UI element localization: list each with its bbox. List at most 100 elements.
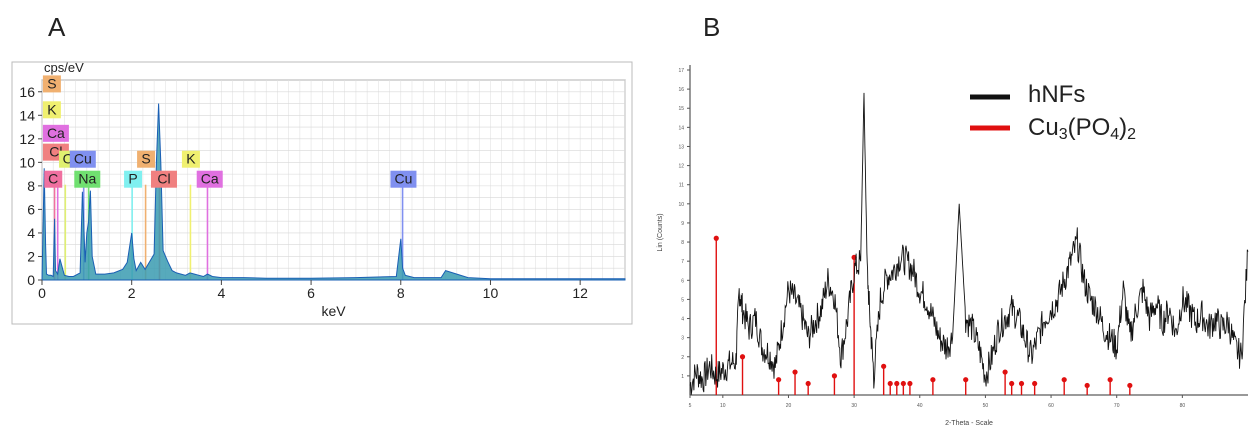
eds-y-tick-label: 12 — [19, 131, 35, 147]
xrd-x-tick-label: 40 — [917, 403, 923, 409]
xrd-legend-label-cu3po42: Cu3(PO4)2 — [1028, 114, 1136, 143]
xrd-x-tick-label: 60 — [1048, 403, 1054, 409]
xrd-reference-peak-marker — [1009, 380, 1015, 387]
eds-element-label: Ca — [201, 171, 219, 187]
xrd-y-tick-label: 5 — [681, 297, 684, 303]
xrd-y-tick-label: 12 — [678, 164, 684, 170]
eds-x-tick-label: 6 — [307, 285, 315, 301]
eds-element-label: O — [63, 151, 74, 167]
xrd-reference-peak-marker — [831, 373, 838, 379]
xrd-reference-peak-marker — [900, 380, 906, 387]
xrd-y-tick-label: 7 — [681, 259, 684, 265]
eds-element-label: S — [47, 75, 56, 91]
panel-label-a: A — [48, 12, 66, 42]
xrd-reference-peak-marker — [930, 377, 936, 383]
eds-x-tick-label: 0 — [38, 285, 46, 301]
eds-spectrum-series — [41, 103, 626, 281]
eds-x-tick-label: 2 — [128, 285, 136, 301]
eds-element-label-box — [150, 170, 177, 188]
xrd-y-tick-label: 14 — [678, 125, 684, 131]
eds-y-tick-label: 10 — [19, 154, 35, 170]
eds-x-tick-label: 10 — [483, 285, 499, 301]
eds-x-tick-label: 12 — [572, 285, 588, 301]
xrd-legend-label-hnfs: hNFs — [1028, 81, 1085, 108]
eds-element-label: K — [47, 101, 57, 117]
eds-element-label: Cl — [157, 171, 170, 187]
xrd-reference-peak-marker — [1032, 380, 1038, 387]
xrd-y-tick-label: 13 — [678, 144, 684, 150]
eds-element-label-box — [42, 124, 69, 142]
eds-element-label-box — [181, 150, 200, 168]
eds-element-label-box — [69, 150, 96, 168]
xrd-y-tick-label: 10 — [678, 202, 684, 208]
xrd-reference-peak-marker — [1002, 369, 1008, 375]
xrd-y-tick-label: 6 — [681, 278, 684, 284]
eds-x-tick-label: 4 — [217, 285, 225, 301]
xrd-y-axis-label: Lin (Counts) — [657, 213, 664, 251]
eds-element-label-box — [137, 150, 156, 168]
xrd-x-tick-label: 20 — [786, 403, 792, 409]
xrd-x-tick-label: 10 — [720, 403, 726, 409]
xrd-y-tick-label: 15 — [678, 106, 684, 112]
xrd-y-tick-label: 8 — [681, 240, 684, 246]
xrd-hnfs-series — [689, 92, 1249, 395]
eds-y-tick-label: 16 — [19, 84, 35, 100]
xrd-reference-peak-marker — [887, 380, 893, 387]
eds-element-label: Na — [78, 171, 96, 187]
xrd-reference-peak-marker — [776, 377, 782, 383]
xrd-reference-peak-marker — [894, 380, 900, 387]
eds-y-tick-label: 2 — [27, 248, 35, 264]
xrd-reference-peak-marker — [805, 380, 811, 387]
eds-element-label-box — [42, 75, 61, 93]
eds-element-label: C — [48, 171, 58, 187]
eds-element-label: Cu — [74, 151, 92, 167]
eds-element-label-box — [390, 170, 417, 188]
eds-element-label-box — [42, 101, 61, 119]
xrd-reference-peak-marker — [851, 254, 857, 260]
eds-y-tick-label: 4 — [27, 225, 35, 241]
xrd-reference-peak-marker — [881, 363, 887, 369]
xrd-reference-peak-marker — [1018, 380, 1025, 387]
xrd-x-axis-label: 2-Theta - Scale — [945, 420, 993, 427]
xrd-y-tick-label: 4 — [681, 317, 684, 323]
eds-element-label: S — [141, 151, 150, 167]
eds-outer-frame — [11, 61, 633, 325]
xrd-reference-peak-marker — [1107, 377, 1113, 383]
xrd-x-tick-label: 5 — [689, 403, 692, 409]
xrd-y-tick-label: 2 — [681, 355, 684, 361]
eds-y-tick-label: 6 — [27, 201, 35, 217]
xrd-reference-peak-marker — [1084, 382, 1090, 389]
eds-y-tick-label: 8 — [27, 178, 35, 194]
eds-element-label: Cu — [395, 171, 413, 187]
xrd-reference-peak-marker — [963, 377, 969, 383]
xrd-y-tick-label: 17 — [678, 68, 684, 74]
xrd-y-tick-label: 16 — [678, 87, 684, 93]
eds-element-label: K — [186, 151, 196, 167]
xrd-reference-peak-marker — [739, 354, 746, 360]
eds-y-tick-label: 14 — [19, 107, 35, 123]
eds-element-label-box — [124, 170, 143, 188]
xrd-reference-peak-marker — [1061, 377, 1067, 383]
panel-label-b: B — [703, 12, 721, 42]
xrd-reference-peak-marker — [792, 369, 798, 375]
xrd-y-tick-label: 11 — [679, 183, 684, 189]
xrd-x-tick-label: 30 — [851, 403, 857, 409]
eds-x-axis-label: keV — [321, 303, 346, 319]
xrd-x-tick-label: 80 — [1180, 403, 1186, 409]
eds-x-tick-label: 8 — [397, 285, 405, 301]
xrd-y-tick-label: 3 — [681, 336, 684, 342]
xrd-x-tick-label: 50 — [983, 403, 989, 409]
xrd-x-tick-label: 70 — [1114, 403, 1120, 409]
eds-element-label: P — [128, 171, 137, 187]
xrd-y-tick-label: 9 — [681, 221, 684, 227]
eds-element-label-box — [44, 170, 63, 188]
eds-y-axis-label: cps/eV — [44, 60, 84, 75]
eds-element-label-box — [74, 170, 101, 188]
eds-element-label: Ca — [47, 125, 65, 141]
xrd-reference-peak-marker — [713, 235, 719, 241]
xrd-reference-peak-marker — [1127, 382, 1133, 389]
eds-element-label-box — [196, 170, 223, 188]
eds-y-tick-label: 0 — [27, 272, 35, 288]
xrd-reference-peak-marker — [907, 380, 913, 387]
